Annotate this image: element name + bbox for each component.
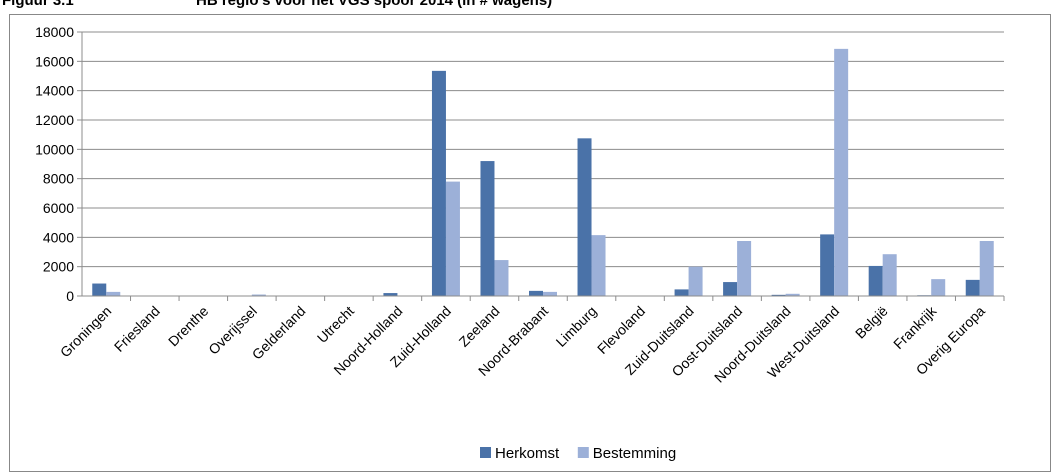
y-tick-label: 6000 (43, 200, 74, 216)
figure-title: HB regio's voor het VGS spoor 2014 (in #… (196, 0, 553, 9)
bar-bestemming (737, 241, 752, 296)
bars (92, 48, 994, 296)
bar-herkomst (965, 279, 980, 296)
bar-bestemming (785, 293, 800, 296)
gridlines (82, 31, 1004, 268)
y-tick-label: 14000 (35, 83, 74, 99)
axes (77, 31, 1005, 301)
y-tick-label: 2000 (43, 259, 74, 275)
y-tick-label: 10000 (35, 141, 74, 157)
x-tick-label: Gelderland (249, 303, 309, 363)
y-axis-ticks: 0 2000 4000 6000 8000 10000 12000 14000 16000 180… (35, 24, 74, 304)
bar-bestemming (106, 291, 121, 296)
y-tick-label: 18000 (35, 24, 74, 40)
bar-herkomst (723, 282, 738, 296)
x-tick-label: Zeeland (456, 303, 503, 350)
bar-bestemming (834, 48, 849, 296)
bar-herkomst (868, 265, 883, 296)
y-tick-label: 4000 (43, 229, 74, 245)
bar-bestemming (688, 266, 703, 296)
y-tick-label: 0 (66, 288, 74, 304)
y-tick-label: 12000 (35, 112, 74, 128)
legend-label: Bestemming (593, 445, 676, 462)
legend-swatch-herkomst (480, 447, 491, 458)
bar-herkomst (529, 290, 543, 296)
legend: Herkomst Bestemming (480, 445, 676, 462)
legend-swatch-bestemming (577, 447, 589, 458)
x-tick-label: Utrecht (314, 303, 357, 346)
bar-herkomst (383, 293, 398, 296)
bar-bestemming (882, 254, 897, 296)
x-tick-label: Friesland (111, 303, 163, 355)
bar-herkomst (577, 138, 592, 296)
x-tick-label: Frankrijk (890, 302, 940, 352)
bar-bestemming (979, 241, 994, 296)
bar-herkomst (674, 289, 689, 296)
figure-number: Figuur 3.1 (2, 0, 74, 9)
bar-herkomst (431, 70, 446, 296)
bar-bestemming (543, 291, 557, 296)
bar-herkomst (480, 161, 495, 296)
x-tick-label: België (852, 303, 891, 342)
bar-bestemming (445, 181, 460, 296)
bar-herkomst (771, 294, 786, 296)
bar-bestemming (251, 294, 266, 296)
bar-bestemming (931, 279, 946, 296)
x-tick-label: Groningen (57, 303, 115, 361)
x-tick-label: Limburg (553, 303, 600, 350)
y-tick-label: 16000 (35, 53, 74, 69)
bar-herkomst (820, 234, 835, 296)
bar-herkomst (92, 283, 107, 296)
figure-heading: Figuur 3.1 HB regio's voor het VGS spoor… (0, 0, 1053, 12)
bar-bestemming (494, 260, 509, 296)
x-tick-label: Drenthe (165, 303, 212, 350)
bar-bestemming (591, 235, 606, 296)
y-tick-label: 8000 (43, 171, 74, 187)
legend-label: Herkomst (495, 445, 560, 462)
